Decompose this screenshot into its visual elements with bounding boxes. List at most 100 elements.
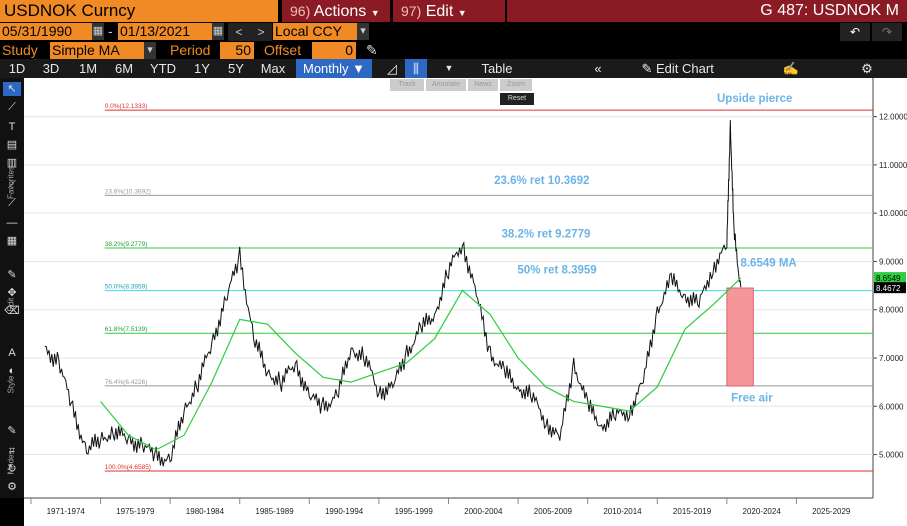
gear-icon[interactable]: ⚙ xyxy=(7,481,17,493)
pointer-icon[interactable]: ↖ xyxy=(3,82,21,96)
y-tick-label: 8.0000 xyxy=(879,306,904,315)
tab-3d[interactable]: 3D xyxy=(42,61,60,76)
edit-menu[interactable]: 97) Edit ▼ xyxy=(393,0,505,22)
price-line xyxy=(44,120,742,467)
pencil-icon[interactable]: ✎ xyxy=(366,42,378,58)
tab-max[interactable]: Max xyxy=(260,61,286,76)
period-label: Period xyxy=(170,42,211,58)
actions-shortcut: 96) xyxy=(290,3,311,19)
moving-average-line xyxy=(100,277,742,451)
actions-label: Actions xyxy=(313,3,367,20)
x-tick-label: 1985-1989 xyxy=(255,507,294,516)
candle-chart-icon[interactable]: ⫼ xyxy=(405,59,427,78)
tab-6m[interactable]: 6M xyxy=(114,61,134,76)
brush-icon[interactable]: ✎ xyxy=(7,269,17,281)
chevron-down-icon[interactable]: ▼ xyxy=(444,63,454,73)
price-chart[interactable]: 5.0000 6.0000 7.0000 8.0000 9.0000 10.0000 11.… xyxy=(24,78,907,526)
line-chart-icon[interactable]: ◿ xyxy=(387,61,397,76)
y-tick-label: 9.0000 xyxy=(879,257,904,266)
x-tick-label: 1975-1979 xyxy=(116,507,155,516)
fib-level-label: 0.0%(12.1333) xyxy=(105,103,148,110)
calendar-icon[interactable]: ▦ xyxy=(92,23,104,40)
prev-arrow-icon[interactable]: < xyxy=(228,23,250,41)
hline-tool-icon[interactable]: — xyxy=(6,217,18,229)
x-tick-label: 2000-2004 xyxy=(464,507,503,516)
offset-input[interactable]: 0 xyxy=(312,42,356,59)
annotate-button[interactable]: Annotate xyxy=(426,79,466,91)
period-input[interactable]: 50 xyxy=(220,42,254,59)
ray-tool-icon[interactable]: ⟋ xyxy=(8,197,16,209)
range-toolbar: 1D 3D 1M 6M YTD 1Y 5Y Max Monthly ▼ ◿ ⫼ … xyxy=(0,59,907,78)
eraser-icon[interactable]: ⌫ xyxy=(4,305,20,317)
table-button[interactable]: Table xyxy=(481,61,513,76)
y-tick-label: 12.0000 xyxy=(879,113,907,122)
chevron-down-icon[interactable]: ▾ xyxy=(144,42,156,59)
fib-level-label: 61.8%(7.5139) xyxy=(105,326,148,333)
text-tool-icon[interactable]: T xyxy=(8,121,16,133)
calendar-icon[interactable]: ▦ xyxy=(212,23,224,40)
line-tool-icon[interactable]: ⟋ xyxy=(8,101,16,113)
fib-level-label: 50.0%(8.3959) xyxy=(105,284,148,291)
gear-icon[interactable]: ⚙ xyxy=(861,61,873,76)
fib-level-label: 76.4%(6.4226) xyxy=(105,379,148,386)
chart-annotation: 38.2% ret 9.2779 xyxy=(501,228,590,240)
vline-tool-icon[interactable]: ▦ xyxy=(6,235,18,247)
free-air-box xyxy=(726,287,754,387)
zoom-button[interactable]: Zoom xyxy=(500,79,532,91)
y-tick-label: 6.0000 xyxy=(879,402,904,411)
study-bar: Study Simple MA ▾ Period 50 Offset 0 ✎ xyxy=(0,41,907,59)
reset-button[interactable]: Reset xyxy=(500,93,534,105)
tab-1d[interactable]: 1D xyxy=(8,61,26,76)
edit-chart-button[interactable]: Edit Chart xyxy=(656,61,714,76)
end-date-field[interactable]: 01/13/2021 xyxy=(118,23,212,40)
font-icon[interactable]: A xyxy=(8,347,16,359)
tab-ytd[interactable]: YTD xyxy=(150,61,176,76)
tab-1y[interactable]: 1Y xyxy=(194,61,210,76)
next-arrow-icon[interactable]: > xyxy=(250,23,272,41)
y-axis-area xyxy=(873,78,907,526)
trend-tool-icon[interactable]: ⟋ xyxy=(8,179,16,191)
y-tick-label: 10.0000 xyxy=(879,209,907,218)
track-button[interactable]: Track xyxy=(390,79,424,91)
draw-icon[interactable]: ✍ xyxy=(782,61,800,76)
start-date-field[interactable]: 05/31/1990 xyxy=(0,23,92,40)
dropdown-icon: ▼ xyxy=(457,8,467,18)
fib-level-label: 23.6%(10.3692) xyxy=(105,188,151,195)
offset-label: Offset xyxy=(264,42,302,58)
date-separator: - xyxy=(108,23,113,39)
edit-label: Edit xyxy=(425,3,454,20)
sidebar-label-style: Style xyxy=(6,375,16,394)
chart-annotation: 23.6% ret 10.3692 xyxy=(494,175,589,187)
dropdown-icon: ▼ xyxy=(370,8,380,18)
frequency-select[interactable]: Monthly ▼ xyxy=(296,59,372,78)
tag-icon[interactable]: ⌗ xyxy=(8,445,16,457)
x-tick-label: 2005-2009 xyxy=(534,507,573,516)
tab-1m[interactable]: 1M xyxy=(78,61,98,76)
color-icon[interactable]: ◐ xyxy=(8,365,16,377)
pen-icon[interactable]: ✎ xyxy=(7,425,17,437)
last-price-tag xyxy=(874,282,906,294)
currency-select[interactable]: Local CCY xyxy=(273,23,357,40)
fib-tool-icon[interactable]: ▥ xyxy=(6,157,18,169)
ticker-field[interactable]: USDNOK Curncy xyxy=(0,0,278,22)
redo-icon[interactable]: ↷ xyxy=(872,23,902,41)
news-button[interactable]: News xyxy=(468,79,498,91)
move-icon[interactable]: ✥ xyxy=(7,287,17,299)
chart-tools-popup: Track Annotate News Zoom Reset xyxy=(390,78,534,106)
collapse-icon[interactable]: « xyxy=(594,61,602,76)
channel-tool-icon[interactable]: ▤ xyxy=(6,139,18,151)
chart-annotation: 50% ret 8.3959 xyxy=(517,265,596,277)
actions-menu[interactable]: 96) Actions ▼ xyxy=(282,0,390,22)
date-bar: 05/31/1990 ▦ - 01/13/2021 ▦ < > Local CC… xyxy=(0,22,907,41)
y-tick-label: 11.0000 xyxy=(879,161,907,170)
tab-5y[interactable]: 5Y xyxy=(228,61,244,76)
sidebar-label-modes: Modes xyxy=(6,450,16,475)
chevron-down-icon[interactable]: ▾ xyxy=(357,23,369,40)
sidebar-label-edit: Edit xyxy=(6,297,16,312)
cycle-icon[interactable]: ↻ xyxy=(7,463,17,475)
x-tick-label: 1980-1984 xyxy=(186,507,225,516)
undo-icon[interactable]: ↶ xyxy=(840,23,870,41)
pencil-icon[interactable]: ✎ xyxy=(641,61,653,76)
fib-level-label: 100.0%(4.6585) xyxy=(105,464,151,471)
study-select[interactable]: Simple MA xyxy=(50,42,144,59)
